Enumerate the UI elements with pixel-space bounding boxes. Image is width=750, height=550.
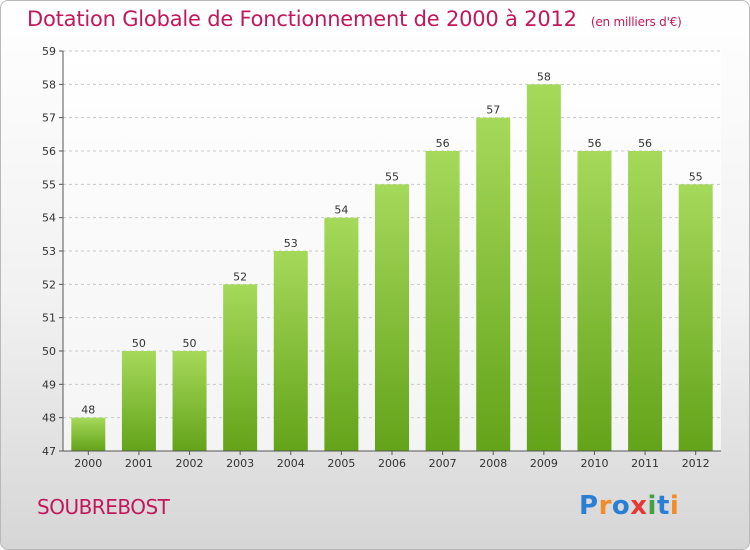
data-label: 53 xyxy=(284,237,298,250)
data-label: 50 xyxy=(183,337,197,350)
x-tick-label: 2006 xyxy=(378,457,406,470)
y-tick-label: 56 xyxy=(42,145,56,158)
y-tick-label: 57 xyxy=(42,112,56,125)
chart-title: Dotation Globale de Fonctionnement de 20… xyxy=(27,7,682,31)
logo-letter: i xyxy=(669,491,680,521)
y-tick-label: 55 xyxy=(42,178,56,191)
y-tick-label: 50 xyxy=(42,345,56,358)
x-tick-label: 2005 xyxy=(327,457,355,470)
y-tick-label: 52 xyxy=(42,278,56,291)
bar xyxy=(628,151,663,451)
y-tick-label: 47 xyxy=(42,445,56,458)
data-label: 48 xyxy=(81,404,95,417)
data-label: 50 xyxy=(132,337,146,350)
y-tick-label: 48 xyxy=(42,412,56,425)
y-tick-label: 51 xyxy=(42,312,56,325)
logo-letter: r xyxy=(598,491,612,521)
x-tick-label: 2011 xyxy=(631,457,659,470)
bar xyxy=(577,151,612,451)
data-label: 56 xyxy=(436,137,450,150)
y-tick-label: 53 xyxy=(42,245,56,258)
commune-name: SOUBREBOST xyxy=(37,495,170,519)
axes: 47 48 49 50 51 52 53 54 55 56 57 58 59 2000 2001 2002 20… xyxy=(42,45,721,470)
data-label: 56 xyxy=(638,137,652,150)
x-tick-label: 2002 xyxy=(176,457,204,470)
proxiti-logo: Proxiti xyxy=(579,491,679,521)
x-tick-label: 2010 xyxy=(580,457,608,470)
data-label: 58 xyxy=(537,70,551,83)
bar xyxy=(121,351,156,451)
x-tick-label: 2004 xyxy=(277,457,305,470)
bar xyxy=(71,417,106,451)
bar xyxy=(172,351,207,451)
logo-letter: i xyxy=(647,491,657,521)
x-tick-label: 2000 xyxy=(74,457,102,470)
data-label: 55 xyxy=(689,170,703,183)
chart-subtitle: (en milliers d'€) xyxy=(590,15,682,29)
x-tick-label: 2009 xyxy=(530,457,558,470)
data-label: 55 xyxy=(385,170,399,183)
x-tick-label: 2008 xyxy=(479,457,507,470)
logo-letter: o xyxy=(611,491,631,521)
bar xyxy=(223,284,258,451)
bar xyxy=(678,184,713,452)
y-tick-label: 49 xyxy=(42,378,56,391)
logo-letter: x xyxy=(630,491,648,521)
bar xyxy=(324,217,359,451)
x-tick-label: 2001 xyxy=(125,457,153,470)
bar xyxy=(526,84,561,451)
data-label: 56 xyxy=(587,137,601,150)
logo-letter: t xyxy=(656,491,670,521)
y-tick-label: 54 xyxy=(42,212,56,225)
y-tick-label: 59 xyxy=(42,45,56,58)
logo-letter: P xyxy=(579,491,599,521)
data-label: 57 xyxy=(486,104,500,117)
bar xyxy=(425,151,460,451)
data-label: 52 xyxy=(233,270,247,283)
x-tick-label: 2003 xyxy=(226,457,254,470)
bar xyxy=(273,251,308,451)
bar xyxy=(476,117,511,452)
y-tick-label: 58 xyxy=(42,78,56,91)
bars: 48 50 50 52 53 54 55 56 57 58 56 56 55 xyxy=(71,70,713,452)
data-label: 54 xyxy=(334,204,348,217)
x-tick-label: 2012 xyxy=(682,457,710,470)
x-tick-label: 2007 xyxy=(429,457,457,470)
bar xyxy=(375,184,409,452)
